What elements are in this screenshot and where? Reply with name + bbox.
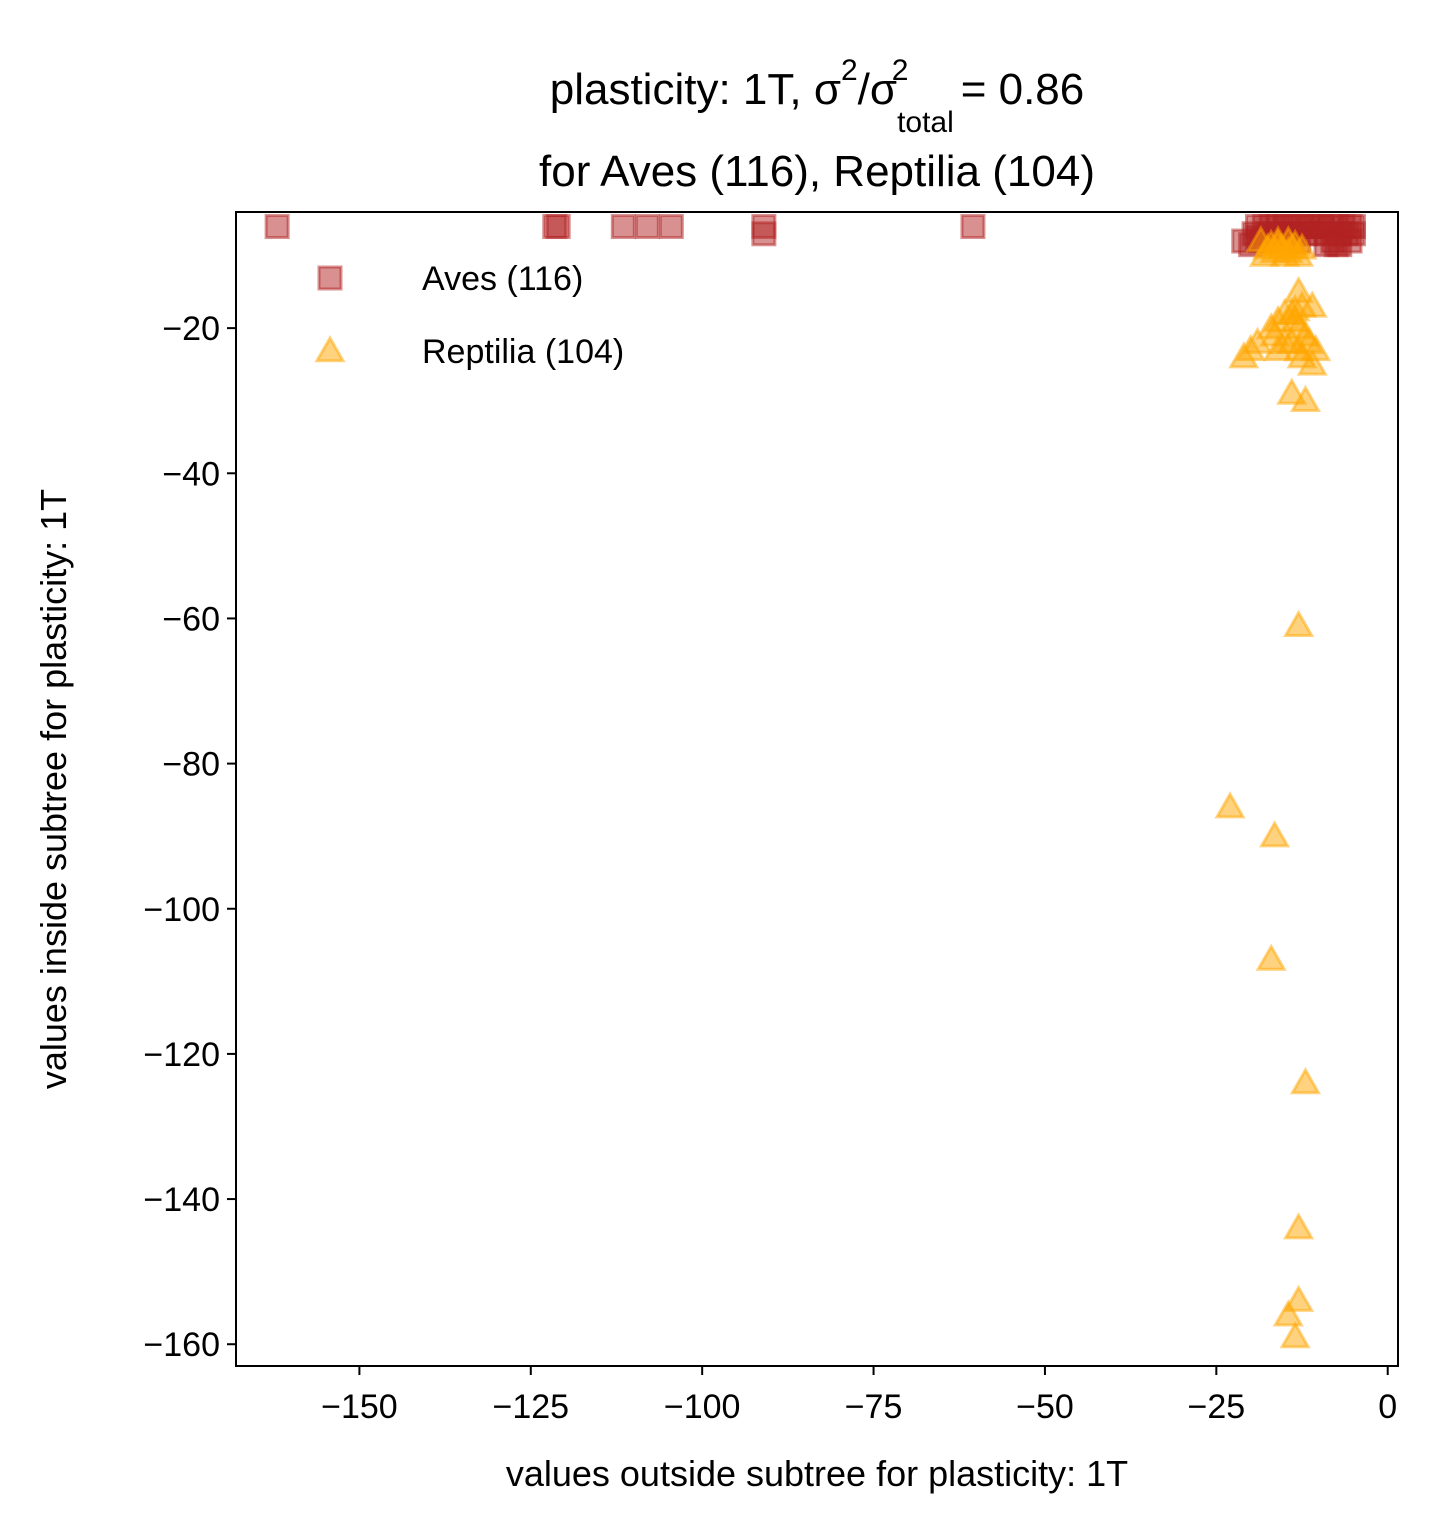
x-tick-label: −150 — [321, 1388, 398, 1426]
chart-title-line2: for Aves (116), Reptilia (104) — [539, 147, 1095, 196]
legend-marker-aves — [317, 265, 343, 291]
x-tick-label: 0 — [1378, 1388, 1397, 1426]
data-point-reptilia — [1228, 341, 1260, 369]
data-point-reptilia — [1296, 290, 1328, 318]
x-axis-ticks: −150 −125 −100 −75 −50 −25 0 — [321, 1366, 1397, 1426]
plot-area — [235, 211, 1399, 1367]
data-point-reptilia — [1279, 1320, 1311, 1349]
legend-marker-reptilia — [314, 334, 346, 363]
data-point-reptilia — [1283, 1212, 1315, 1240]
y-tick-label: −160 — [143, 1326, 220, 1364]
data-point-aves — [658, 214, 684, 240]
x-axis-label: values outside subtree for plasticity: 1… — [506, 1453, 1128, 1494]
data-point-aves — [545, 214, 571, 240]
y-tick-label: −80 — [162, 746, 220, 784]
legend-label-aves: Aves (116) — [422, 260, 583, 298]
y-tick-label: −140 — [143, 1181, 220, 1219]
data-point-reptilia — [1272, 235, 1304, 264]
y-tick-label: −20 — [162, 310, 220, 348]
series-reptilia — [1214, 225, 1332, 1349]
y-axis-label: values inside subtree for plasticity: 1T — [33, 489, 74, 1089]
data-point-reptilia — [1279, 304, 1311, 333]
data-point-reptilia — [1289, 1066, 1322, 1095]
series-aves — [264, 214, 1366, 258]
x-tick-label: −100 — [664, 1388, 741, 1426]
data-point-aves — [960, 214, 986, 240]
x-tick-label: −50 — [1016, 1388, 1074, 1426]
y-axis-ticks: −20 −40 −60 −80 −100 −120 −140 −160 — [143, 310, 236, 1364]
data-point-aves — [610, 214, 636, 240]
x-tick-label: −75 — [845, 1388, 903, 1426]
chart-title: plasticity: 1T, σ2/σtotal2 = 0.86 for Av… — [539, 54, 1095, 196]
data-point-aves — [751, 221, 777, 247]
y-tick-label: −100 — [143, 891, 220, 929]
legend-label-reptilia: Reptilia (104) — [422, 333, 624, 371]
data-point-aves — [634, 214, 660, 240]
axes-frame — [235, 211, 1399, 1367]
x-tick-label: −25 — [1187, 1388, 1245, 1426]
data-point-reptilia — [1283, 609, 1315, 637]
data-point-aves — [264, 214, 290, 240]
x-tick-label: −125 — [492, 1388, 569, 1426]
chart-title-line1: plasticity: 1T, σ2/σtotal2 = 0.86 — [550, 54, 1085, 139]
y-tick-label: −60 — [162, 600, 220, 638]
data-point-aves — [1323, 232, 1349, 258]
data-point-reptilia — [1259, 820, 1291, 848]
y-tick-label: −40 — [162, 455, 220, 493]
data-point-reptilia — [1262, 333, 1294, 362]
data-point-reptilia — [1289, 384, 1322, 412]
data-point-reptilia — [1255, 943, 1287, 971]
data-point-reptilia — [1283, 1284, 1315, 1312]
data-point-reptilia — [1283, 333, 1315, 362]
data-point-reptilia — [1272, 1299, 1304, 1327]
y-tick-label: −120 — [143, 1036, 220, 1074]
legend: Aves (116) Reptilia (104) — [314, 260, 624, 371]
data-point-aves — [1340, 214, 1366, 240]
data-point-reptilia — [1214, 791, 1246, 819]
